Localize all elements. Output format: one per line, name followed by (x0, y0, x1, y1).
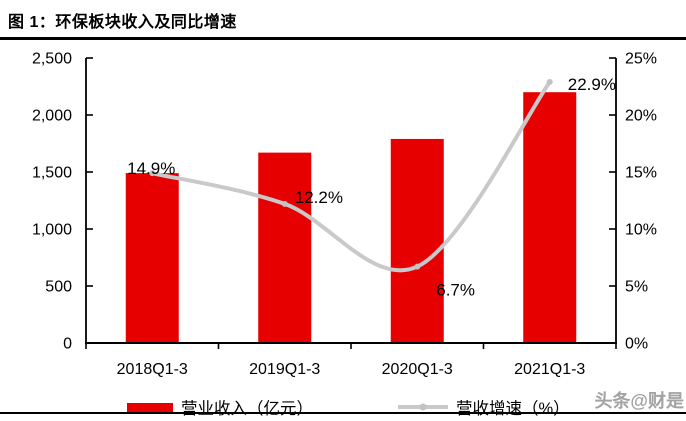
revenue-bar (258, 152, 312, 343)
left-axis-tick-label: 1,000 (32, 222, 72, 239)
left-axis-tick-label: 2,500 (32, 51, 72, 68)
right-axis-tick-label: 5% (625, 279, 648, 296)
growth-point-marker (414, 263, 421, 270)
right-axis-tick-label: 25% (625, 51, 657, 68)
x-axis-category-label: 2020Q1-3 (382, 361, 453, 378)
growth-point-marker (149, 170, 156, 177)
watermark: 头条@财是 (594, 391, 684, 411)
revenue-bar-swatch (127, 402, 173, 412)
growth-point-label: 12.2% (295, 188, 343, 207)
x-axis-category-label: 2019Q1-3 (249, 361, 320, 378)
x-axis-category-label: 2018Q1-3 (117, 361, 188, 378)
growth-marker-dot (419, 403, 427, 411)
revenue-bar (523, 92, 577, 343)
growth-line (150, 79, 552, 273)
figure-title: 图 1：环保板块收入及同比增速 (8, 14, 237, 31)
growth-point-marker (546, 78, 553, 85)
left-axis-tick-label: 2,000 (32, 108, 72, 125)
legend-label-growth: 营收增速（%） (456, 400, 570, 418)
legend-item-revenue: 营业收入（亿元） (127, 395, 313, 419)
bottom-divider (0, 412, 686, 414)
revenue-bar (390, 138, 444, 343)
legend-label-revenue: 营业收入（亿元） (181, 400, 313, 418)
right-axis-tick-label: 10% (625, 222, 657, 239)
left-axis-tick-label: 500 (45, 279, 72, 296)
growth-point-marker (281, 200, 288, 207)
revenue-bar (125, 173, 179, 343)
growth-point-label: 6.7% (436, 281, 475, 300)
right-axis-tick-label: 15% (625, 165, 657, 182)
growth-line-swatch (398, 403, 448, 411)
legend-item-growth: 营收增速（%） (398, 395, 570, 419)
left-axis-tick-label: 1,500 (32, 165, 72, 182)
left-axis-tick-label: 0 (63, 336, 72, 353)
growth-point-label: 22.9% (568, 75, 616, 94)
right-axis-tick-label: 20% (625, 108, 657, 125)
growth-point-label: 14.9% (127, 159, 175, 178)
x-axis-category-label: 2021Q1-3 (514, 361, 585, 378)
right-axis-tick-label: 0% (625, 336, 648, 353)
title-divider (0, 37, 686, 40)
